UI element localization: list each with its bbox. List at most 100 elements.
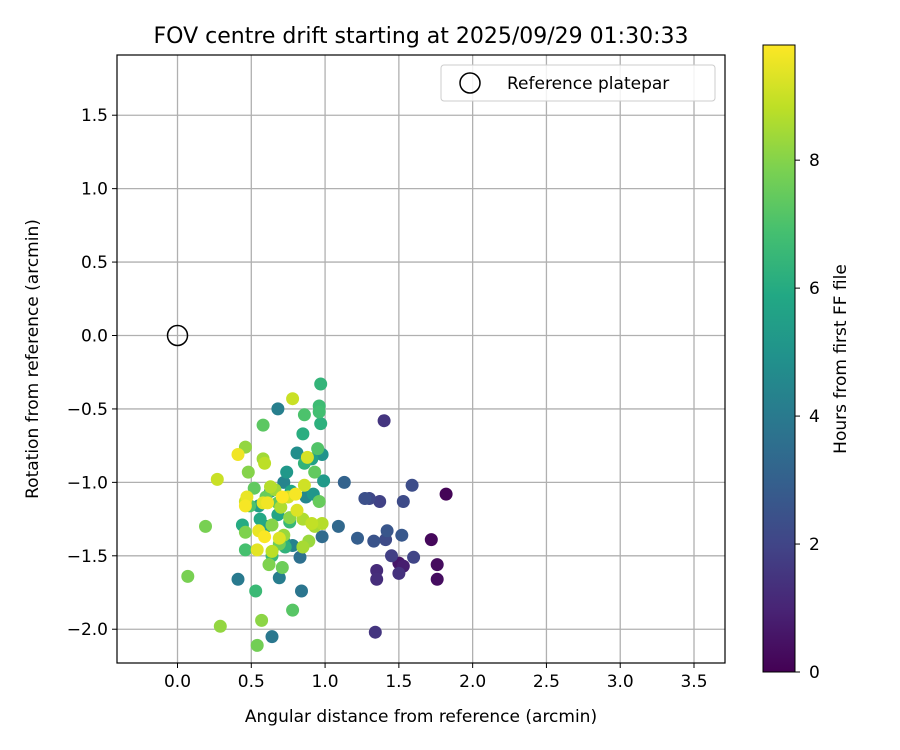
data-point	[314, 417, 328, 431]
x-axis-ticks: 0.0 0.5 1.0 1.5 2.0 2.5 3.0 3.5	[164, 663, 708, 692]
data-point	[265, 518, 279, 532]
y-tick-label: 1.5	[81, 106, 108, 126]
data-point	[315, 530, 329, 544]
y-axis-label: Rotation from reference (arcmin)	[23, 219, 43, 499]
y-tick-label: −1.5	[67, 547, 108, 567]
legend: Reference platepar	[440, 64, 716, 102]
data-point	[395, 528, 409, 542]
data-point	[405, 478, 419, 492]
colorbar-gradient	[762, 44, 796, 673]
data-point	[358, 492, 372, 505]
data-point	[337, 475, 351, 489]
data-point	[315, 517, 329, 530]
data-point	[370, 572, 384, 586]
data-point	[286, 603, 300, 617]
colorbar-ticks: 0 2 4 6 8	[795, 151, 820, 683]
data-point	[275, 490, 289, 504]
data-point	[290, 503, 304, 517]
x-tick-label: 0.5	[238, 672, 265, 692]
data-point	[430, 558, 444, 572]
data-point	[331, 519, 345, 533]
data-point	[396, 495, 410, 508]
legend-marker-icon	[459, 72, 481, 94]
data-point	[385, 549, 398, 563]
data-point	[231, 572, 245, 586]
data-point	[271, 402, 285, 416]
data-point	[424, 533, 438, 547]
y-tick-label: 0.5	[81, 253, 108, 273]
data-point	[250, 543, 264, 557]
data-point	[213, 619, 227, 633]
colorbar-tick-label: 4	[809, 407, 820, 427]
data-point	[256, 418, 270, 432]
data-point	[296, 427, 310, 441]
data-point	[368, 625, 382, 639]
data-point	[289, 487, 303, 501]
data-point	[297, 478, 311, 492]
data-point	[314, 377, 328, 391]
colorbar-tick-label: 0	[809, 663, 820, 683]
legend-box	[440, 64, 716, 102]
data-point	[250, 638, 264, 652]
plot-frame	[116, 54, 726, 664]
data-point	[280, 465, 294, 479]
data-point	[312, 405, 326, 419]
colorbar: 0 2 4 6 8 Hours from first FF file	[762, 44, 851, 683]
data-point	[274, 500, 288, 514]
data-point	[238, 543, 252, 557]
colorbar-tick-label: 8	[809, 151, 820, 171]
data-point	[199, 519, 212, 533]
data-point	[210, 472, 224, 486]
data-point	[272, 571, 286, 585]
data-points	[181, 377, 453, 652]
data-point	[181, 569, 195, 583]
data-point	[430, 572, 444, 586]
colorbar-tick-label: 2	[809, 535, 820, 555]
reference-platepar-marker	[166, 324, 189, 347]
data-point	[293, 550, 307, 564]
data-point	[296, 540, 310, 554]
data-point	[317, 474, 331, 488]
data-point	[258, 530, 272, 544]
data-point	[272, 531, 286, 545]
data-point	[258, 456, 272, 470]
data-point	[407, 550, 421, 564]
x-tick-label: 3.0	[607, 672, 634, 692]
x-tick-label: 3.5	[680, 672, 707, 692]
x-axis-label: Angular distance from reference (arcmin)	[245, 707, 597, 727]
data-point	[231, 448, 245, 461]
data-point	[373, 495, 387, 508]
data-point	[238, 499, 252, 513]
data-point	[290, 446, 304, 460]
chart-title: FOV centre drift starting at 2025/09/29 …	[154, 24, 689, 49]
data-point	[377, 414, 391, 428]
data-point	[286, 392, 300, 406]
data-point	[308, 465, 322, 479]
data-point	[275, 561, 289, 574]
data-point	[311, 442, 325, 456]
data-point	[277, 475, 291, 489]
x-tick-label: 0.0	[164, 672, 191, 692]
data-point	[312, 495, 326, 508]
data-point	[264, 480, 277, 494]
data-point	[261, 496, 274, 510]
x-tick-label: 2.0	[459, 672, 486, 692]
y-tick-label: −2.0	[67, 620, 108, 640]
data-point	[247, 481, 261, 495]
y-tick-label: −0.5	[67, 400, 108, 420]
data-point	[300, 450, 314, 464]
x-tick-label: 2.5	[533, 672, 560, 692]
data-point	[351, 531, 364, 545]
x-tick-label: 1.5	[385, 672, 412, 692]
colorbar-tick-label: 6	[809, 279, 820, 299]
colorbar-label: Hours from first FF file	[831, 264, 851, 454]
y-tick-label: 1.0	[81, 180, 108, 200]
data-point	[255, 613, 269, 627]
data-point	[265, 630, 279, 644]
data-point	[305, 517, 319, 530]
data-point	[380, 524, 394, 538]
y-axis-ticks: −2.0 −1.5 −1.0 −0.5 0.0 0.5 1.0 1.5	[67, 106, 117, 640]
data-point	[262, 558, 276, 572]
